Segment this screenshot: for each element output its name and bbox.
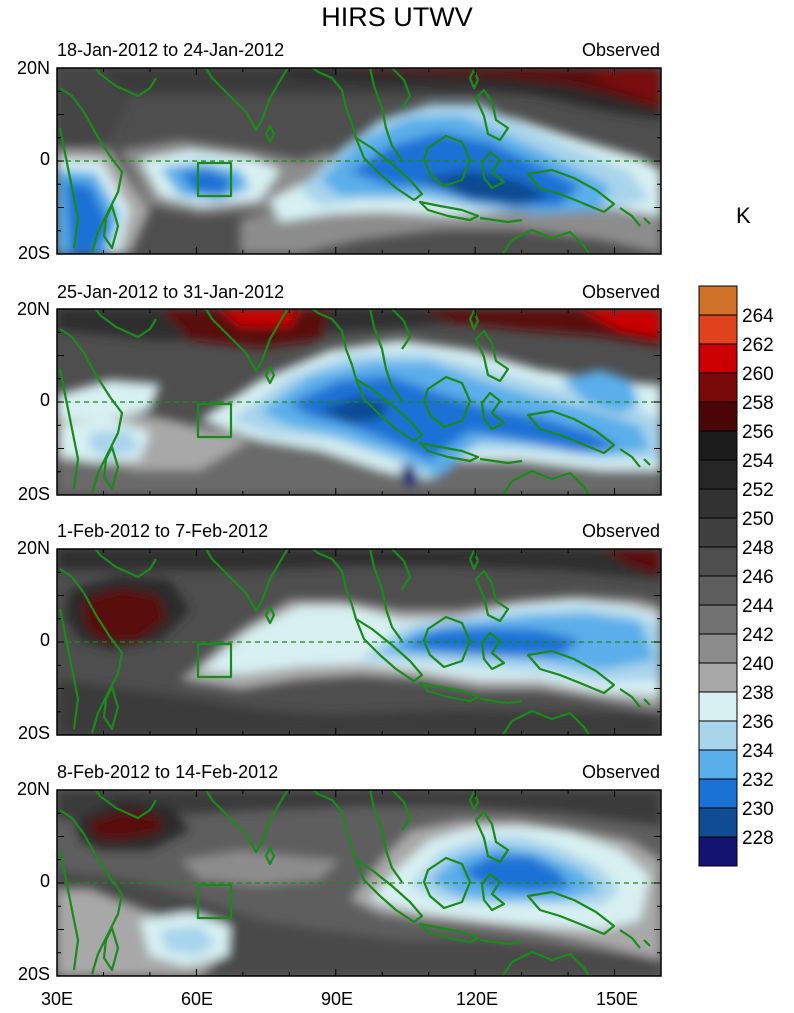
- colorbar-label: 262: [742, 335, 774, 356]
- colorbar-label: 240: [742, 654, 774, 675]
- colorbar-label: 246: [742, 567, 774, 588]
- colorbar-label: 238: [742, 683, 774, 704]
- lon-label-90e: 90E: [320, 989, 354, 1009]
- colorbar-label: 242: [742, 625, 774, 646]
- colorbar-label: 248: [742, 538, 774, 559]
- colorbar-swatch: [698, 546, 738, 577]
- colorbar-swatch: [698, 285, 738, 316]
- lat-label-eq: 0: [39, 149, 50, 169]
- panel-4: [57, 790, 661, 976]
- panel-2-date-range: 25-Jan-2012 to 31-Jan-2012: [57, 282, 285, 302]
- lat-label-20n: 20N: [16, 299, 50, 319]
- colorbar-swatch: [698, 604, 738, 635]
- lat-label-20s: 20S: [17, 964, 50, 984]
- colorbar-swatch: [698, 401, 738, 432]
- panel-1: [57, 68, 661, 254]
- lat-label-20s: 20S: [17, 484, 50, 504]
- lat-label-20s: 20S: [17, 723, 50, 743]
- colorbar-swatch: [698, 575, 738, 606]
- lon-label-60e: 60E: [180, 989, 214, 1009]
- lon-label-30e: 30E: [40, 989, 74, 1009]
- panel-3: [57, 549, 661, 735]
- colorbar-label: 260: [742, 364, 774, 385]
- colorbar-label: 230: [742, 799, 774, 820]
- colorbar-units: K: [736, 203, 751, 228]
- lon-label-150e: 150E: [595, 989, 639, 1009]
- colorbar-label: 228: [742, 828, 774, 849]
- figure-title: HIRS UTWV: [321, 2, 473, 32]
- panel-3-label: Observed: [581, 521, 660, 541]
- lat-label-20n: 20N: [16, 58, 50, 78]
- colorbar-swatch: [698, 314, 738, 345]
- panel-1-date-range: 18-Jan-2012 to 24-Jan-2012: [57, 40, 285, 60]
- colorbar-swatch: [698, 488, 738, 519]
- panel-3-date-range: 1-Feb-2012 to 7-Feb-2012: [57, 521, 269, 541]
- panel-4-date-range: 8-Feb-2012 to 14-Feb-2012: [57, 762, 279, 782]
- lat-label-eq: 0: [39, 390, 50, 410]
- panel-1-label: Observed: [581, 40, 660, 60]
- colorbar-label: 236: [742, 712, 774, 733]
- colorbar-swatch: [698, 459, 738, 490]
- colorbar-swatch: [698, 778, 738, 809]
- colorbar-label: 258: [742, 393, 774, 414]
- lat-label-20n: 20N: [16, 538, 50, 558]
- lat-label-eq: 0: [39, 630, 50, 650]
- lat-label-eq: 0: [39, 871, 50, 891]
- colorbar-label: 256: [742, 422, 774, 443]
- colorbar-label: 264: [742, 306, 774, 327]
- lat-label-20n: 20N: [16, 779, 50, 799]
- colorbar-label: 234: [742, 741, 774, 762]
- colorbar-swatch: [698, 836, 738, 867]
- colorbar-label: 250: [742, 509, 774, 530]
- colorbar: [698, 285, 738, 867]
- colorbar-swatch: [698, 749, 738, 780]
- colorbar-swatch: [698, 343, 738, 374]
- colorbar-swatch: [698, 517, 738, 548]
- colorbar-label: 252: [742, 480, 774, 501]
- lat-label-20s: 20S: [17, 243, 50, 263]
- colorbar-swatch: [698, 662, 738, 693]
- colorbar-swatch: [698, 633, 738, 664]
- panel-4-label: Observed: [581, 762, 660, 782]
- colorbar-swatch: [698, 691, 738, 722]
- panel-2: [57, 309, 661, 495]
- colorbar-swatch: [698, 807, 738, 838]
- colorbar-swatch: [698, 720, 738, 751]
- panel-2-label: Observed: [581, 282, 660, 302]
- colorbar-label: 232: [742, 770, 774, 791]
- lon-label-120e: 120E: [455, 989, 499, 1009]
- colorbar-swatch: [698, 372, 738, 403]
- colorbar-label: 254: [742, 451, 774, 472]
- colorbar-label: 244: [742, 596, 774, 617]
- colorbar-swatch: [698, 430, 738, 461]
